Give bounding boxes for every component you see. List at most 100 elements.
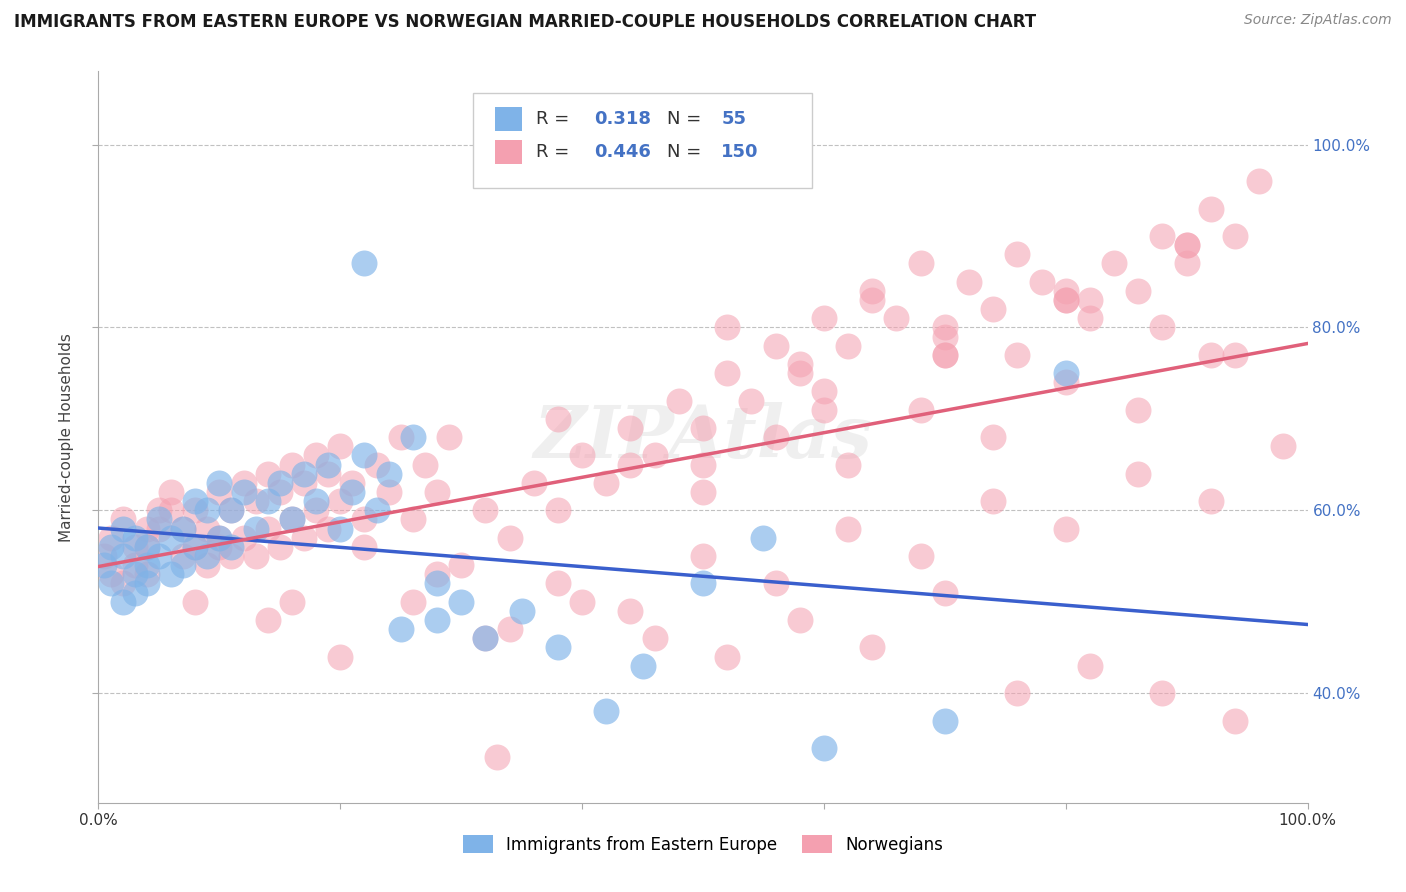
Point bbox=[329, 649, 352, 664]
Point bbox=[426, 613, 449, 627]
Point bbox=[269, 540, 291, 554]
Point bbox=[305, 494, 328, 508]
Point bbox=[413, 458, 436, 472]
Point bbox=[426, 485, 449, 500]
Point bbox=[1223, 348, 1246, 362]
Point bbox=[1078, 311, 1101, 326]
Point bbox=[389, 430, 412, 444]
Point bbox=[1054, 366, 1077, 380]
Point bbox=[498, 622, 520, 636]
Point bbox=[281, 594, 304, 608]
Point bbox=[172, 549, 194, 563]
Point bbox=[1272, 439, 1295, 453]
Point bbox=[934, 585, 956, 599]
Point bbox=[1128, 467, 1150, 481]
Point bbox=[631, 658, 654, 673]
Point bbox=[813, 311, 835, 326]
Point bbox=[426, 567, 449, 582]
Point bbox=[619, 604, 641, 618]
Point bbox=[547, 640, 569, 655]
Point bbox=[450, 558, 472, 573]
Point bbox=[668, 393, 690, 408]
Point bbox=[208, 475, 231, 490]
Point bbox=[1152, 320, 1174, 334]
Point bbox=[692, 458, 714, 472]
Point bbox=[547, 412, 569, 426]
Point bbox=[377, 485, 399, 500]
Point bbox=[160, 567, 183, 582]
FancyBboxPatch shape bbox=[495, 107, 522, 130]
Text: R =: R = bbox=[536, 110, 575, 128]
Point bbox=[1054, 376, 1077, 390]
Point bbox=[100, 540, 122, 554]
Point bbox=[1078, 293, 1101, 307]
Point bbox=[245, 521, 267, 535]
Point bbox=[1054, 293, 1077, 307]
Point bbox=[547, 503, 569, 517]
Point bbox=[498, 531, 520, 545]
Point bbox=[716, 366, 738, 380]
Point bbox=[765, 338, 787, 352]
Point bbox=[692, 549, 714, 563]
Point bbox=[402, 512, 425, 526]
Point bbox=[195, 549, 218, 563]
Text: 55: 55 bbox=[721, 110, 747, 128]
Point bbox=[100, 531, 122, 545]
Point bbox=[1128, 284, 1150, 298]
Point bbox=[981, 430, 1004, 444]
Point bbox=[124, 585, 146, 599]
Text: Source: ZipAtlas.com: Source: ZipAtlas.com bbox=[1244, 13, 1392, 28]
Point bbox=[716, 649, 738, 664]
Point bbox=[245, 549, 267, 563]
Point bbox=[353, 256, 375, 270]
Point bbox=[474, 632, 496, 646]
Point bbox=[523, 475, 546, 490]
Point bbox=[1007, 247, 1029, 261]
Point bbox=[221, 549, 243, 563]
Point bbox=[111, 594, 134, 608]
Point bbox=[789, 613, 811, 627]
Point bbox=[1054, 521, 1077, 535]
Point bbox=[160, 531, 183, 545]
Point bbox=[934, 329, 956, 343]
Point bbox=[886, 311, 908, 326]
Point bbox=[135, 540, 157, 554]
Point bbox=[619, 421, 641, 435]
Point bbox=[93, 549, 115, 563]
Point bbox=[1175, 238, 1198, 252]
Point bbox=[124, 531, 146, 545]
Text: 150: 150 bbox=[721, 143, 759, 161]
Point bbox=[752, 531, 775, 545]
Point bbox=[148, 503, 170, 517]
Point bbox=[353, 540, 375, 554]
Point bbox=[135, 540, 157, 554]
Point bbox=[957, 275, 980, 289]
Point bbox=[860, 293, 883, 307]
Point bbox=[281, 458, 304, 472]
Point bbox=[644, 632, 666, 646]
Point bbox=[595, 475, 617, 490]
Point bbox=[281, 512, 304, 526]
Point bbox=[813, 384, 835, 399]
Point bbox=[342, 485, 364, 500]
Point bbox=[910, 402, 932, 417]
Point bbox=[934, 348, 956, 362]
Point bbox=[256, 521, 278, 535]
Point bbox=[1031, 275, 1053, 289]
Point bbox=[1175, 256, 1198, 270]
Y-axis label: Married-couple Households: Married-couple Households bbox=[59, 333, 75, 541]
Point bbox=[221, 503, 243, 517]
Point bbox=[1199, 202, 1222, 216]
Point bbox=[934, 348, 956, 362]
Point bbox=[208, 485, 231, 500]
Point bbox=[692, 421, 714, 435]
Point bbox=[486, 750, 509, 764]
Point bbox=[547, 576, 569, 591]
Point bbox=[692, 485, 714, 500]
Point bbox=[329, 521, 352, 535]
Point bbox=[232, 475, 254, 490]
Point bbox=[160, 485, 183, 500]
Point bbox=[353, 448, 375, 462]
Point bbox=[837, 338, 859, 352]
Point bbox=[135, 521, 157, 535]
